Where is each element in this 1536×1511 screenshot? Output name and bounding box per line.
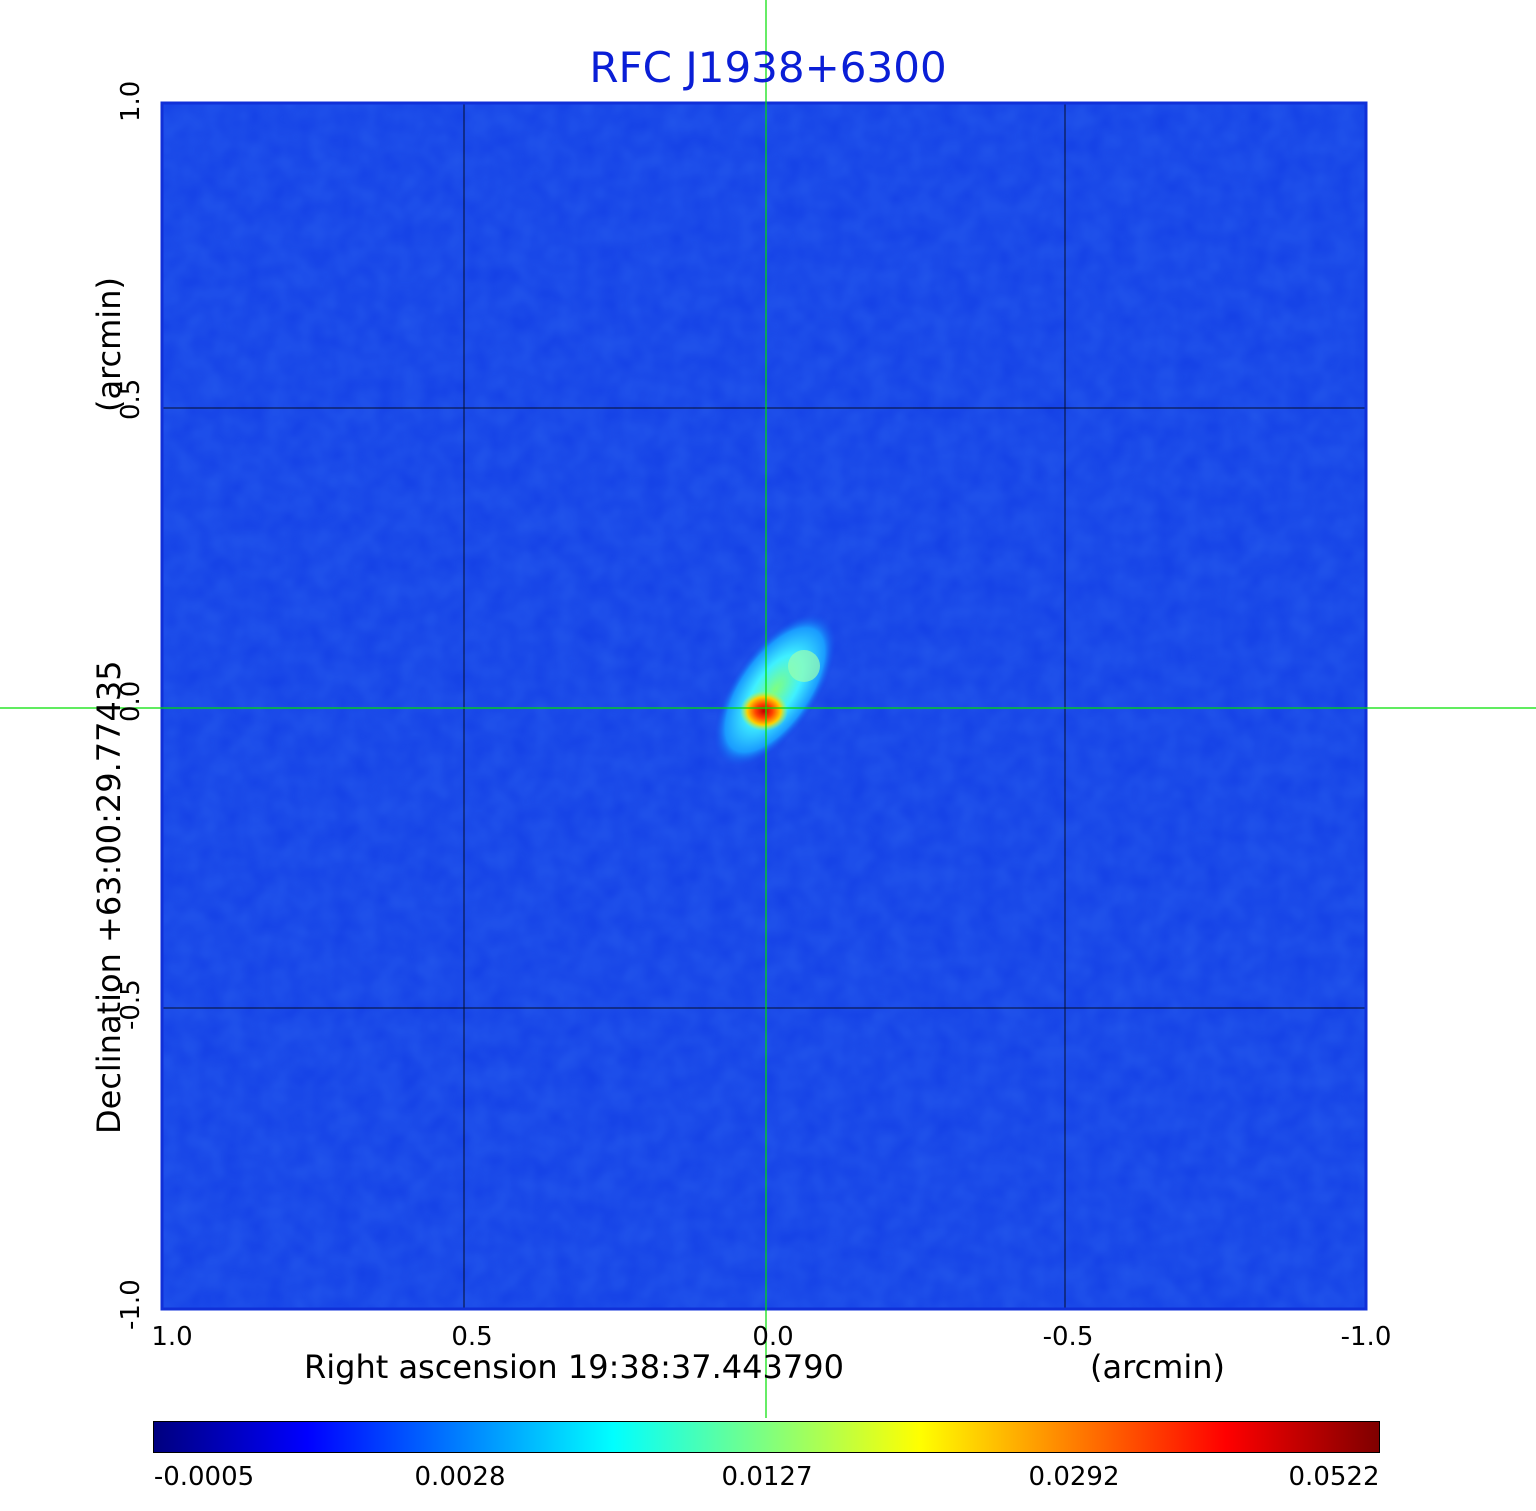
x-tick-label: 0.5 [451,1322,493,1352]
colorbar-tick-label: 0.0028 [414,1462,506,1492]
y-tick-label: -1.0 [116,1279,146,1330]
y-tick-label: 1.0 [116,80,146,122]
colorbar [153,1421,1380,1453]
x-tick-label: -1.0 [1340,1322,1392,1352]
plot-frame [160,101,1368,1311]
x-tick-label: -0.5 [1042,1322,1094,1352]
crosshair [0,0,1536,1418]
x-axis-unit: (arcmin) [1090,1348,1225,1386]
colorbar-tick-label: -0.0005 [153,1462,255,1492]
y-axis-unit: (arcmin) [90,277,128,412]
y-axis-label: Declination +63:00:29.77435 [90,660,128,1134]
source-secondary-component [788,650,820,682]
x-tick-label: 1.0 [151,1322,193,1352]
source-core [740,691,788,731]
colorbar-tick-label: 0.0127 [721,1462,813,1492]
x-tick-label: 0.0 [752,1322,794,1352]
x-axis-label: Right ascension 19:38:37.443790 [304,1348,844,1386]
colorbar-tick-label: 0.0292 [1028,1462,1120,1492]
colorbar-tick-label: 0.0522 [1288,1462,1380,1492]
plot-title: RFC J1938+6300 [589,43,947,92]
